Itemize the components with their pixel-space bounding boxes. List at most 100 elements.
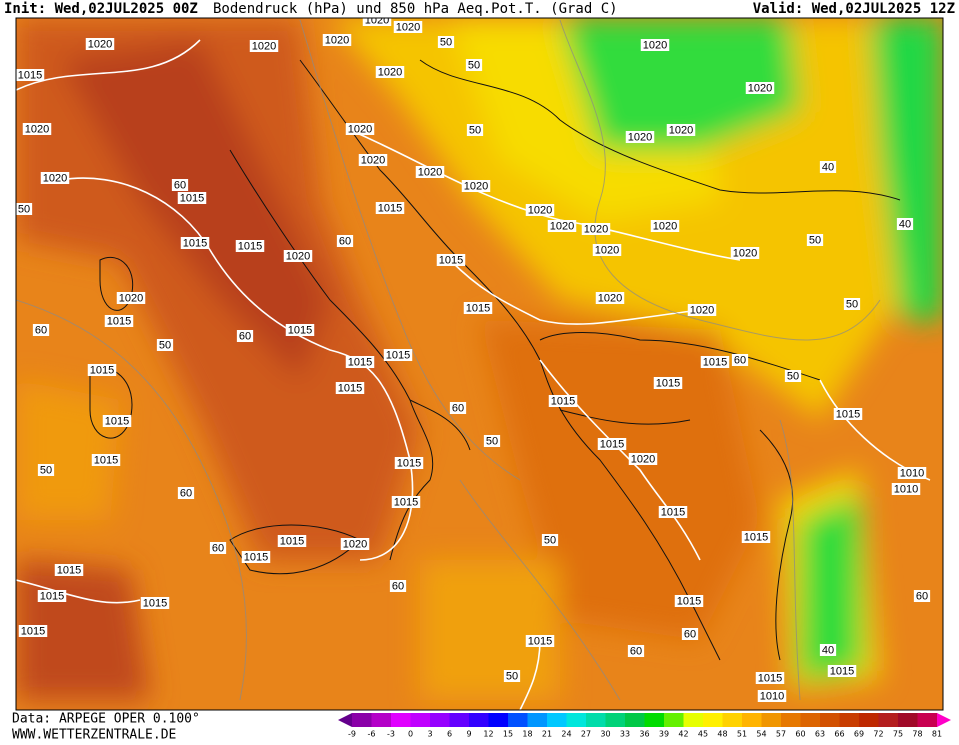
label-box (171, 179, 189, 191)
colorbar-tick-label: 66 (834, 730, 844, 739)
label-box (37, 590, 67, 602)
isoline-label: 1015 (830, 665, 854, 677)
isoline-label: 1020 (464, 180, 488, 192)
isoline-label: 1020 (361, 154, 385, 166)
isoline-label: 50 (486, 435, 498, 447)
isoline-label: 40 (899, 218, 911, 230)
isoline-label: 1015 (703, 356, 727, 368)
colorbar-segment (664, 713, 684, 727)
isoline-label: 1015 (394, 496, 418, 508)
isoline-label: 1015 (439, 254, 463, 266)
isoline-label: 1020 (690, 304, 714, 316)
colorbar-tick-label: 60 (795, 730, 805, 739)
label-box (91, 454, 121, 466)
isoline-label: 1015 (107, 315, 131, 327)
label-box (757, 690, 787, 702)
map-title: Bodendruck (hPa) und 850 hPa Aeq.Pot.T. … (213, 1, 618, 17)
isoline-label: 1020 (25, 123, 49, 135)
label-box (180, 237, 210, 249)
map-frame (15, 17, 944, 711)
label-box (755, 672, 785, 684)
label-box (681, 628, 699, 640)
colorbar-under (338, 713, 352, 727)
label-box (806, 234, 824, 246)
colorbar-segment (917, 713, 938, 727)
isoline-label: 60 (916, 590, 928, 602)
label-box (236, 330, 254, 342)
isoline-label: 60 (392, 580, 404, 592)
colorbar-segment (742, 713, 762, 727)
colorbar-tick-label: 54 (756, 730, 766, 739)
isoline-label: 1015 (183, 237, 207, 249)
colorbar-tick-label: 18 (522, 730, 532, 739)
isoline-label: 1020 (252, 40, 276, 52)
label-box (547, 220, 577, 232)
colorbar-tick-label: 72 (873, 730, 883, 739)
colorbar-tick-label: 42 (678, 730, 688, 739)
label-box (177, 487, 195, 499)
isoline-label: 1020 (348, 123, 372, 135)
label-box (891, 483, 921, 495)
isoline-label: 50 (468, 59, 480, 71)
label-box (653, 377, 683, 389)
colorbar-segment (430, 713, 450, 727)
colorbar-segment (625, 713, 645, 727)
isoline-label: 1020 (43, 172, 67, 184)
label-box (362, 18, 392, 26)
isoline-label: 1015 (94, 454, 118, 466)
colorbar-segment (371, 713, 392, 727)
label-box (449, 402, 467, 414)
colorbar-segment (391, 713, 411, 727)
label-box (358, 154, 388, 166)
isoline-label: 1010 (900, 467, 924, 479)
colorbar-segment (898, 713, 918, 727)
colorbar-tick-label: 30 (600, 730, 610, 739)
label-box (437, 36, 455, 48)
colorbar-segment (527, 713, 548, 727)
colorbar-tick-label: 75 (893, 730, 903, 739)
label-box (687, 304, 717, 316)
colorbar-segment (586, 713, 606, 727)
colorbar-segment (469, 713, 489, 727)
isoline-label: 1015 (466, 302, 490, 314)
colorbar-tick-label: 12 (483, 730, 493, 739)
isoline-label: 1020 (643, 39, 667, 51)
label-box (335, 382, 365, 394)
isoline-label: 60 (734, 354, 746, 366)
label-box (465, 59, 483, 71)
colorbar-tick-label: 21 (542, 730, 552, 739)
isoline-label: 1020 (119, 292, 143, 304)
isoline-label: 1020 (88, 38, 112, 50)
colorbar-tick-label: -9 (348, 730, 356, 739)
isoline-label: 1015 (744, 531, 768, 543)
label-box (658, 506, 688, 518)
label-box (463, 302, 493, 314)
colorbar-segment (508, 713, 528, 727)
colorbar-tick-label: 51 (737, 730, 747, 739)
isoline-label: 1020 (669, 124, 693, 136)
label-box (345, 356, 375, 368)
label-box (102, 415, 132, 427)
label-box (391, 496, 421, 508)
label-box (650, 220, 680, 232)
label-box (104, 315, 134, 327)
isoline-label: 50 (809, 234, 821, 246)
colorbar-segment (839, 713, 860, 727)
isoline-label: 50 (544, 534, 556, 546)
isoline-label: 1020 (365, 14, 389, 26)
isoline-label: 1020 (396, 21, 420, 33)
label-box (277, 535, 307, 547)
colorbar-segment (800, 713, 821, 727)
isoline-label: 1020 (286, 250, 310, 262)
label-box (241, 551, 271, 563)
colorbar-tick-label: 81 (932, 730, 942, 739)
isoline-label: 40 (822, 161, 834, 173)
label-box (16, 203, 33, 215)
label-box (896, 218, 914, 230)
label-box (394, 457, 424, 469)
isoline-label: 1015 (528, 635, 552, 647)
theta-contours (16, 19, 881, 701)
label-box (32, 324, 50, 336)
isoline-label: 50 (787, 370, 799, 382)
isoline-label: 50 (469, 124, 481, 136)
